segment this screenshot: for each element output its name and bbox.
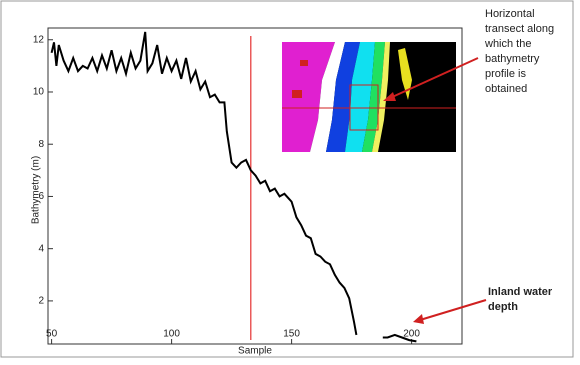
x-tick-label: 50: [46, 329, 58, 340]
x-tick-label: 150: [283, 329, 300, 340]
inset-image: [282, 42, 456, 152]
annotation: Inland water: [488, 286, 553, 298]
chart: Sample Bathymetry (m) 246810125010015020…: [0, 0, 580, 360]
annotation: obtained: [485, 83, 527, 95]
annotation: which the: [484, 38, 531, 50]
annotation: depth: [488, 301, 518, 313]
annotation: bathymetry: [485, 53, 540, 65]
y-tick-label: 10: [33, 87, 45, 98]
y-tick-label: 8: [38, 139, 44, 150]
x-axis-label: Sample: [238, 346, 272, 357]
y-tick-label: 12: [33, 34, 45, 45]
y-tick-label: 4: [38, 243, 44, 254]
x-tick-label: 100: [163, 329, 180, 340]
annotation: Horizontal: [485, 8, 535, 20]
annotation: profile is: [485, 68, 526, 80]
y-axis-label: Bathymetry (m): [31, 156, 42, 224]
annotation: transect along: [485, 23, 554, 35]
y-tick-label: 2: [38, 296, 44, 307]
y-tick-label: 6: [38, 191, 44, 202]
